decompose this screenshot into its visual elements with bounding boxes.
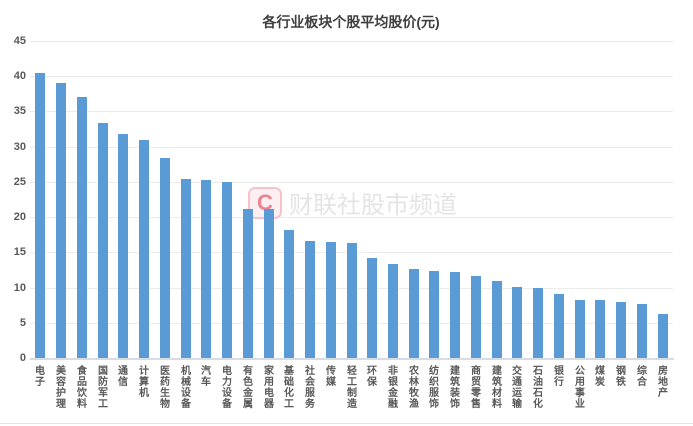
- x-axis-category-label: 有 色 金 属: [243, 366, 253, 410]
- bar: [554, 294, 564, 358]
- x-axis-category-label: 食 品 饮 料: [77, 366, 87, 410]
- bar: [139, 140, 149, 358]
- x-axis-category-label: 公 用 事 业: [575, 366, 585, 410]
- bar: [512, 287, 522, 358]
- x-axis-category-label: 非 银 金 融: [388, 366, 398, 410]
- gridline: [30, 147, 673, 148]
- y-axis-tick-label: 45: [13, 35, 26, 47]
- bar: [595, 300, 605, 358]
- x-axis-category-label: 机 械 设 备: [181, 366, 191, 410]
- bar: [450, 272, 460, 358]
- bar: [347, 243, 357, 358]
- x-axis-category-label: 电 力 设 备: [222, 366, 232, 410]
- gridline: [30, 111, 673, 112]
- y-axis-tick-label: 40: [13, 70, 26, 82]
- x-axis-category-label: 钢 铁: [616, 366, 626, 388]
- x-axis-category-label: 建 筑 材 料: [492, 366, 502, 410]
- watermark: C 财联社股市频道: [248, 185, 457, 220]
- x-axis-category-label: 美 容 护 理: [56, 366, 66, 410]
- bar: [575, 300, 585, 358]
- x-axis-category-label: 电 子: [35, 366, 45, 388]
- y-axis-tick-label: 0: [19, 352, 26, 364]
- bar: [284, 230, 294, 358]
- cailianshe-logo-icon: C: [248, 186, 282, 219]
- bar: [471, 276, 481, 358]
- x-axis-category-label: 汽 车: [201, 366, 211, 388]
- bar: [367, 258, 377, 358]
- x-axis-category-label: 家 用 电 器: [264, 366, 274, 410]
- bar: [305, 241, 315, 358]
- bar: [181, 179, 191, 358]
- bar: [77, 97, 87, 358]
- y-axis-tick-label: 20: [13, 211, 26, 223]
- x-axis-category-label: 建 筑 装 饰: [450, 366, 460, 410]
- bar: [388, 264, 398, 358]
- x-axis-category-label: 商 贸 零 售: [471, 366, 481, 410]
- bar: [98, 123, 108, 358]
- gridline: [30, 76, 673, 77]
- x-axis-category-label: 计 算 机: [139, 366, 149, 399]
- bar: [56, 83, 66, 358]
- x-axis-category-label: 环 保: [367, 366, 377, 388]
- page-bottom-divider: [0, 423, 693, 424]
- bar: [409, 269, 419, 358]
- logo-letter: C: [257, 189, 273, 215]
- bar: [118, 134, 128, 358]
- x-axis-category-label: 石 油 石 化: [533, 366, 543, 410]
- x-axis-category-label: 银 行: [554, 366, 564, 388]
- x-axis-category-label: 传 媒: [326, 366, 336, 388]
- x-axis-category-label: 基 础 化 工: [284, 366, 294, 410]
- bar: [201, 180, 211, 358]
- bar: [35, 73, 45, 358]
- y-axis-tick-label: 10: [13, 282, 26, 294]
- gridline: [30, 182, 673, 183]
- bar: [160, 158, 170, 358]
- x-axis-category-label: 国 防 军 工: [98, 366, 108, 410]
- bar: [658, 314, 668, 358]
- x-axis-category-label: 医 药 生 物: [160, 366, 170, 410]
- x-axis-category-label: 交 通 运 输: [512, 366, 522, 410]
- gridline: [30, 41, 673, 42]
- watermark-text: 财联社股市频道: [289, 192, 457, 219]
- x-axis-category-label: 煤 炭: [595, 366, 605, 388]
- y-axis-tick-label: 15: [13, 246, 26, 258]
- bar: [429, 271, 439, 358]
- bar: [492, 281, 502, 358]
- y-axis-tick-label: 5: [19, 317, 26, 329]
- x-axis-line: [30, 358, 674, 360]
- chart-title: 各行业板块个股平均股价(元): [262, 14, 440, 30]
- x-axis-category-label: 纺 织 服 饰: [429, 366, 439, 410]
- bar: [533, 288, 543, 358]
- bar: [243, 209, 253, 358]
- gridline: [30, 217, 673, 218]
- x-axis-category-label: 综 合: [637, 366, 647, 388]
- x-axis-category-label: 通 信: [118, 366, 128, 388]
- bar: [222, 182, 232, 358]
- x-axis-category-label: 社 会 服 务: [305, 366, 315, 410]
- bar: [264, 209, 274, 358]
- x-axis-category-label: 房 地 产: [658, 366, 668, 399]
- bar: [326, 242, 336, 358]
- x-axis-category-label: 农 林 牧 渔: [409, 366, 419, 410]
- y-axis-tick-label: 35: [13, 105, 26, 117]
- y-axis-tick-label: 30: [13, 141, 26, 153]
- plot-area: [30, 41, 673, 358]
- bar: [616, 302, 626, 358]
- y-axis-tick-label: 25: [13, 176, 26, 188]
- bar: [637, 304, 647, 358]
- x-axis-category-label: 轻 工 制 造: [347, 366, 357, 410]
